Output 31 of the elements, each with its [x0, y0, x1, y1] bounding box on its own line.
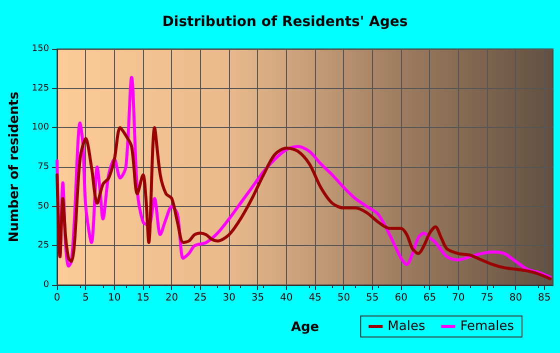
x-tick-label: 35 — [251, 292, 264, 304]
y-tick-label: 0 — [43, 280, 50, 290]
x-tick-label: 85 — [538, 292, 551, 304]
y-tick-label: 75 — [38, 162, 50, 172]
x-tick-label: 10 — [108, 292, 121, 304]
y-tick-label: 125 — [32, 83, 50, 94]
y-axis-title: Number of residents — [7, 91, 22, 242]
legend-label: Females — [460, 319, 514, 334]
x-tick-label: 25 — [194, 292, 207, 304]
x-tick-label: 60 — [394, 292, 408, 304]
y-tick-label: 100 — [32, 122, 50, 133]
x-tick-label: 45 — [308, 292, 322, 304]
y-tick-label: 150 — [32, 44, 50, 54]
x-tick-label: 80 — [509, 292, 522, 304]
x-tick-label: 20 — [165, 292, 178, 304]
x-tick-label: 65 — [423, 292, 436, 304]
x-tick-label: 55 — [366, 292, 379, 304]
x-tick-label: 30 — [222, 292, 236, 304]
x-tick-label: 70 — [452, 292, 465, 304]
x-tick-label: 5 — [82, 292, 89, 304]
line-series — [56, 126, 552, 280]
x-tick-label: 15 — [136, 292, 150, 304]
legend-label: Males — [388, 319, 426, 334]
x-tick-label: 40 — [280, 292, 293, 304]
x-axis-title: Age — [290, 320, 320, 335]
y-tick-label: 50 — [38, 201, 50, 212]
x-tick-label: 0 — [54, 292, 60, 304]
x-tick-label: 75 — [480, 292, 494, 304]
x-tick-label: 50 — [337, 292, 350, 304]
y-tick-label: 25 — [38, 240, 50, 251]
chart-title: Distribution of Residents' Ages — [162, 14, 408, 30]
